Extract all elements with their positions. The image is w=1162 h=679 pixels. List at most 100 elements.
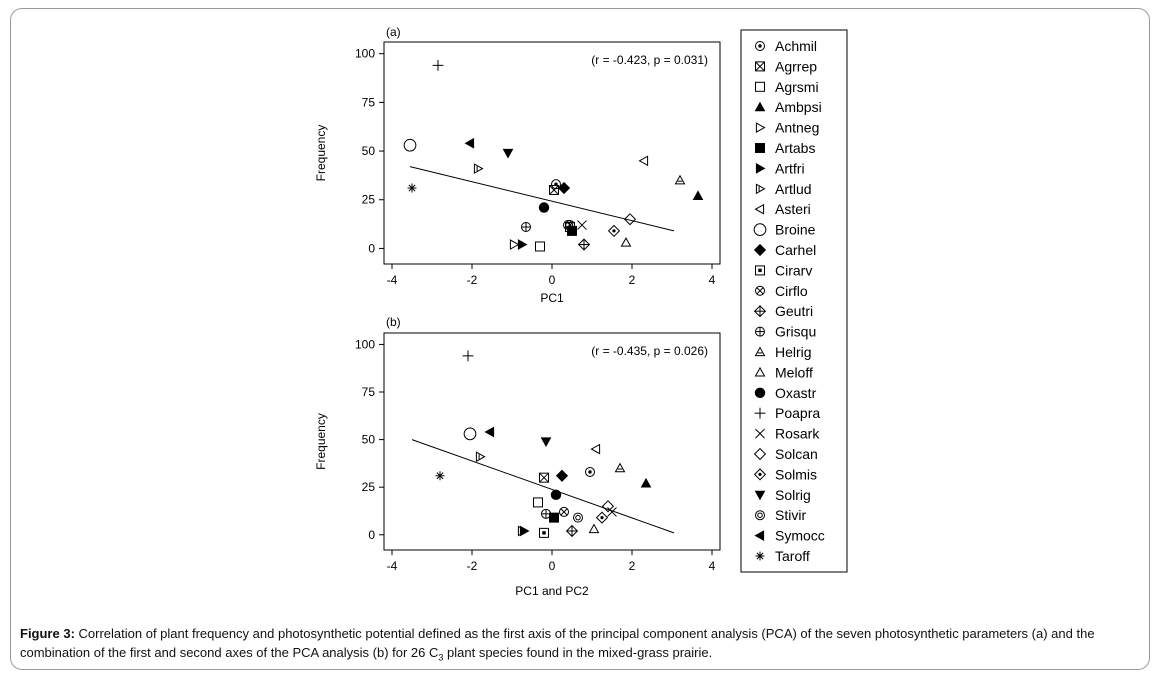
legend-entry-solmis: Solmis xyxy=(753,466,817,482)
diamond-plus-icon xyxy=(753,305,767,318)
data-point-achmil xyxy=(585,466,595,477)
circle-open-icon xyxy=(753,223,767,236)
circle-x-icon xyxy=(755,285,765,296)
data-point-broine xyxy=(463,427,477,441)
triangle-right-filled-icon xyxy=(755,163,766,174)
x-icon xyxy=(755,428,765,439)
square-filled-icon xyxy=(755,143,765,153)
correlation-annotation: (r = -0.423, p = 0.031) xyxy=(591,53,708,67)
legend-label: Solrig xyxy=(775,487,811,503)
y-tick-label: 50 xyxy=(362,433,376,447)
legend-entry-rosark: Rosark xyxy=(755,426,820,442)
legend-entry-antneg: Antneg xyxy=(755,120,819,136)
legend-label: Symocc xyxy=(775,528,825,544)
data-point-poapra xyxy=(432,59,444,71)
data-point-artabs xyxy=(549,512,559,523)
data-point-oxastr xyxy=(538,202,550,213)
legend-entry-oxastr: Oxastr xyxy=(754,385,817,401)
data-point-agrrep xyxy=(539,472,549,483)
data-point-antneg xyxy=(509,239,520,250)
y-tick-label: 25 xyxy=(362,193,376,207)
data-point-carhel xyxy=(557,181,571,195)
x-tick-label: -4 xyxy=(387,273,398,287)
legend-entry-solcan: Solcan xyxy=(753,446,818,462)
data-point-artfri xyxy=(519,525,530,537)
data-point-meloff xyxy=(620,237,632,247)
y-tick-label: 50 xyxy=(362,144,376,158)
x-tick-label: 2 xyxy=(629,559,636,573)
data-point-grisqu xyxy=(541,508,551,519)
panel-label: (a) xyxy=(386,25,401,39)
legend-label: Achmil xyxy=(775,38,817,54)
legend-entry-broine: Broine xyxy=(753,222,816,238)
y-tick-label: 25 xyxy=(362,480,376,494)
triangle-open-icon xyxy=(754,366,766,377)
square-x-icon xyxy=(755,61,765,72)
data-point-asteri xyxy=(590,443,601,455)
correlation-annotation: (r = -0.435, p = 0.026) xyxy=(591,344,708,358)
x-tick-label: -2 xyxy=(467,273,478,287)
plus-icon xyxy=(754,407,766,419)
legend-label: Broine xyxy=(775,222,816,238)
data-point-solmis xyxy=(607,224,621,238)
caption-label: Figure 3: xyxy=(20,626,75,641)
panel-label: (b) xyxy=(386,315,401,329)
legend-label: Helrig xyxy=(775,344,812,360)
triangle-right-open-icon xyxy=(755,122,766,133)
data-point-taroff xyxy=(407,183,417,193)
circle-filled-icon xyxy=(754,387,766,399)
data-point-agrrep xyxy=(549,185,559,195)
triangle-left-filled-icon xyxy=(754,530,765,541)
chart-panel-a: (a) -4 -2 0 2 4 0 25 50 75 100 PC1 Frequency (r = -0.… xyxy=(314,25,721,305)
y-axis-label: Frequency xyxy=(314,125,328,182)
data-point-stivir xyxy=(573,512,583,523)
legend-entry-taroff: Taroff xyxy=(755,548,810,564)
legend-label: Ambpsi xyxy=(775,99,822,115)
x-tick-label: -2 xyxy=(467,559,478,573)
diamond-open-icon xyxy=(753,447,767,461)
caption-text-end: plant species found in the mixed-grass p… xyxy=(443,645,713,660)
data-point-helrig xyxy=(614,462,626,473)
legend-label: Cirflo xyxy=(775,283,808,299)
legend-label: Artlud xyxy=(775,181,812,197)
data-point-solrig xyxy=(540,437,552,448)
data-point-artlud xyxy=(473,163,484,174)
x-tick-label: 4 xyxy=(709,559,716,573)
triangle-right-bar-icon xyxy=(755,183,766,195)
data-point-rosark xyxy=(607,507,617,517)
legend-label: Cirarv xyxy=(775,262,812,278)
triangle-bar-icon xyxy=(754,346,766,357)
data-point-agrsmi xyxy=(535,241,545,252)
diamond-dot-icon xyxy=(753,468,767,481)
data-point-poapra xyxy=(462,350,474,362)
legend-label: Agrsmi xyxy=(775,79,819,95)
y-tick-label: 0 xyxy=(368,528,375,542)
data-point-grisqu xyxy=(521,222,531,232)
circle-double-icon xyxy=(755,510,765,521)
legend-label: Taroff xyxy=(775,548,810,564)
legend-entry-achmil: Achmil xyxy=(755,38,817,54)
data-point-taroff xyxy=(435,471,445,481)
circle-dot-icon xyxy=(755,41,765,51)
data-point-solrig xyxy=(502,148,514,159)
legend-entry-artlud: Artlud xyxy=(755,181,812,197)
x-tick-label: -4 xyxy=(387,559,398,573)
legend-entry-artabs: Artabs xyxy=(755,140,815,156)
asterisk-icon xyxy=(755,551,765,561)
figure-frame xyxy=(10,8,1150,670)
data-point-agrsmi xyxy=(533,497,543,508)
legend-label: Stivir xyxy=(775,507,806,523)
legend: Achmil Agrrep Agrsmi Ambpsi Antneg Artabs Artf… xyxy=(740,29,848,573)
data-point-geutri xyxy=(565,524,579,538)
legend-entry-poapra: Poapra xyxy=(754,405,820,421)
y-tick-label: 75 xyxy=(362,385,376,399)
legend-label: Carhel xyxy=(775,242,816,258)
legend-entry-stivir: Stivir xyxy=(755,507,806,523)
legend-label: Geutri xyxy=(775,303,813,319)
legend-entry-artfri: Artfri xyxy=(755,160,805,176)
data-point-symocc xyxy=(464,137,475,149)
data-point-artlud xyxy=(475,451,486,463)
data-point-oxastr xyxy=(550,489,562,501)
triangle-filled-icon xyxy=(754,101,766,112)
